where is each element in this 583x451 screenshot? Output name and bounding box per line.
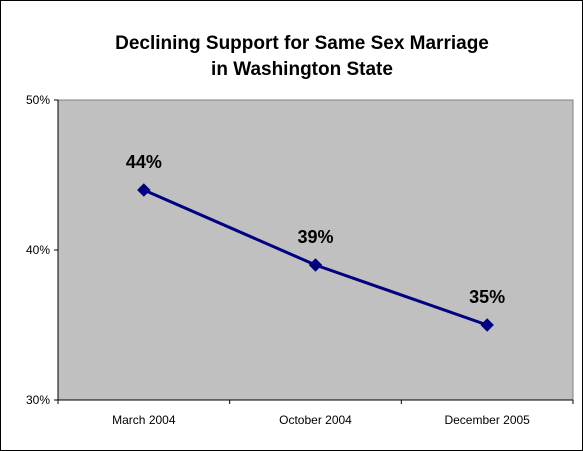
chart-title-line-1: Declining Support for Same Sex Marriage	[115, 33, 489, 54]
plot-area	[57, 99, 574, 401]
y-axis-tick-label: 50%	[26, 93, 50, 107]
data-point-marker	[308, 258, 323, 272]
data-label: 44%	[126, 152, 162, 172]
data-label: 35%	[469, 287, 505, 307]
x-axis-tick-label: March 2004	[112, 413, 176, 427]
y-axis-tick-label: 30%	[26, 393, 50, 407]
y-axis-tick-label: 40%	[26, 243, 50, 257]
chart-title-line-2: in Washington State	[211, 59, 393, 80]
x-axis-tick-label: October 2004	[279, 413, 352, 427]
data-point-marker	[137, 183, 151, 197]
x-axis-tick-label: December 2005	[444, 413, 530, 427]
data-label: 39%	[297, 227, 333, 247]
data-point-marker	[480, 318, 494, 332]
